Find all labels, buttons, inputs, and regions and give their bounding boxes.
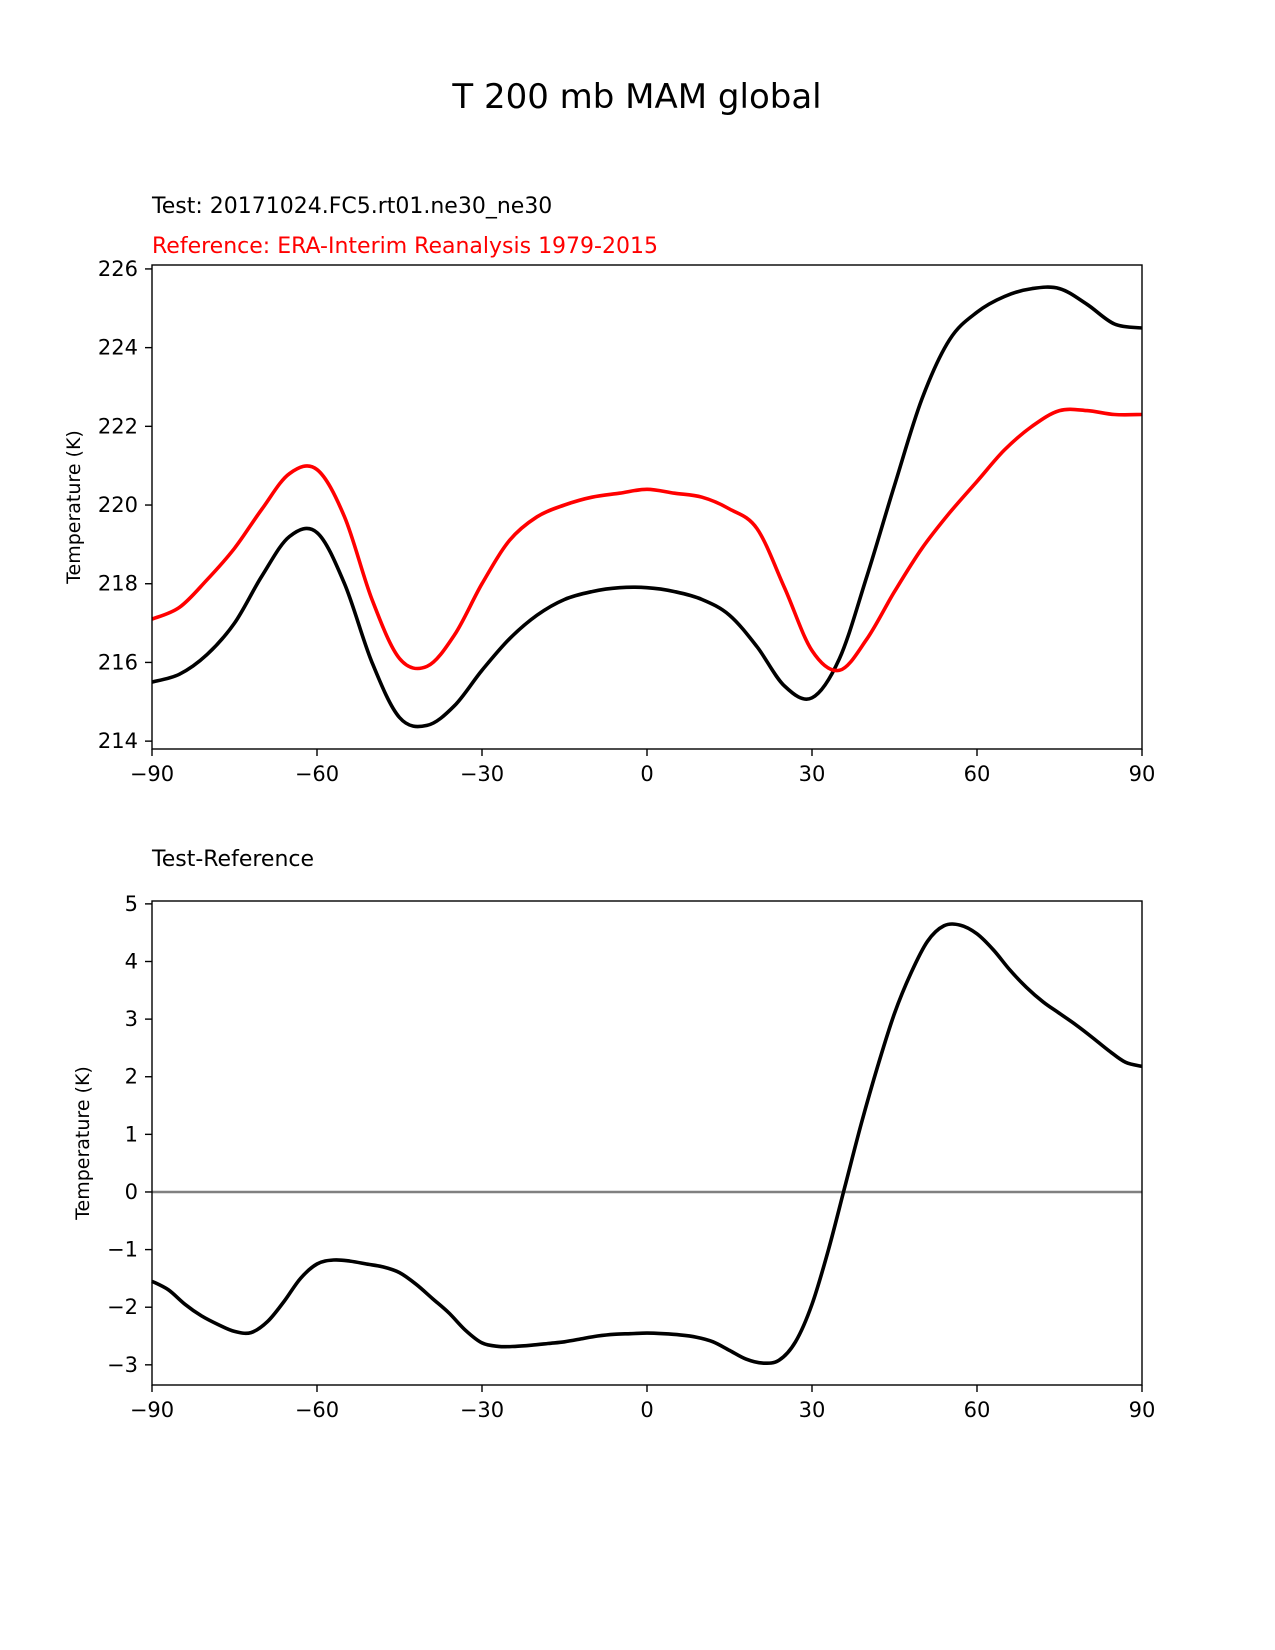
series-line-test-reference (151, 922, 1143, 1366)
series-line-test (151, 285, 1143, 729)
top-panel-reference-subtitle: Reference: ERA-Interim Reanalysis 1979-2… (152, 234, 658, 259)
y-tick-label: 218 (98, 572, 138, 596)
y-tick-label: −2 (107, 1295, 138, 1319)
y-tick-label: 4 (125, 950, 138, 974)
x-tick-label: 30 (799, 762, 826, 786)
y-tick-label: 2 (125, 1065, 138, 1089)
x-tick-label: −30 (460, 762, 504, 786)
top-panel-axes-frame (151, 264, 1143, 750)
top-panel-ticks: −90 −60 −30 0 30 60 90 214 216 218 220 222 224 226 (98, 257, 1155, 786)
x-tick-label: 0 (640, 762, 653, 786)
y-tick-label: 5 (125, 892, 138, 916)
x-tick-label: −90 (130, 762, 174, 786)
x-tick-label: 60 (964, 762, 991, 786)
y-tick-label: 224 (98, 336, 138, 360)
y-tick-label: 0 (125, 1180, 138, 1204)
x-tick-label: −90 (130, 1398, 174, 1422)
y-tick-label: 3 (125, 1007, 138, 1031)
bottom-panel-ticks: −90 −60 −30 0 30 60 90 −3 −2 −1 0 1 2 3 4 5 (107, 892, 1155, 1422)
top-panel-test-subtitle: Test: 20171024.FC5.rt01.ne30_ne30 (151, 194, 552, 219)
x-tick-label: 90 (1129, 762, 1156, 786)
bottom-panel-subtitle: Test-Reference (151, 847, 314, 872)
series-line-reference (151, 407, 1143, 673)
y-tick-label: 214 (98, 729, 138, 753)
bottom-panel-y-axis-label: Temperature (K) (72, 1066, 94, 1221)
x-tick-label: −30 (460, 1398, 504, 1422)
bottom-panel-axes-frame (151, 900, 1143, 1386)
y-tick-label: −3 (107, 1353, 138, 1377)
top-panel: Test: 20171024.FC5.rt01.ne30_ne30 Refere… (63, 194, 1155, 786)
x-tick-label: −60 (295, 1398, 339, 1422)
y-tick-label: 1 (125, 1122, 138, 1146)
x-tick-label: 0 (640, 1398, 653, 1422)
bottom-panel: Test-Reference Temperature (K) −90 −60 −30… (72, 847, 1155, 1422)
figure-title: T 200 mb MAM global (451, 77, 821, 117)
y-tick-label: −1 (107, 1238, 138, 1262)
y-tick-label: 220 (98, 493, 138, 517)
x-tick-label: 60 (964, 1398, 991, 1422)
top-panel-series (151, 285, 1143, 729)
y-tick-label: 216 (98, 650, 138, 674)
x-tick-label: −60 (295, 762, 339, 786)
x-tick-label: 30 (799, 1398, 826, 1422)
top-panel-y-axis-label: Temperature (K) (63, 430, 85, 585)
bottom-panel-series (151, 922, 1143, 1366)
y-tick-label: 226 (98, 257, 138, 281)
x-tick-label: 90 (1129, 1398, 1156, 1422)
y-tick-label: 222 (98, 414, 138, 438)
